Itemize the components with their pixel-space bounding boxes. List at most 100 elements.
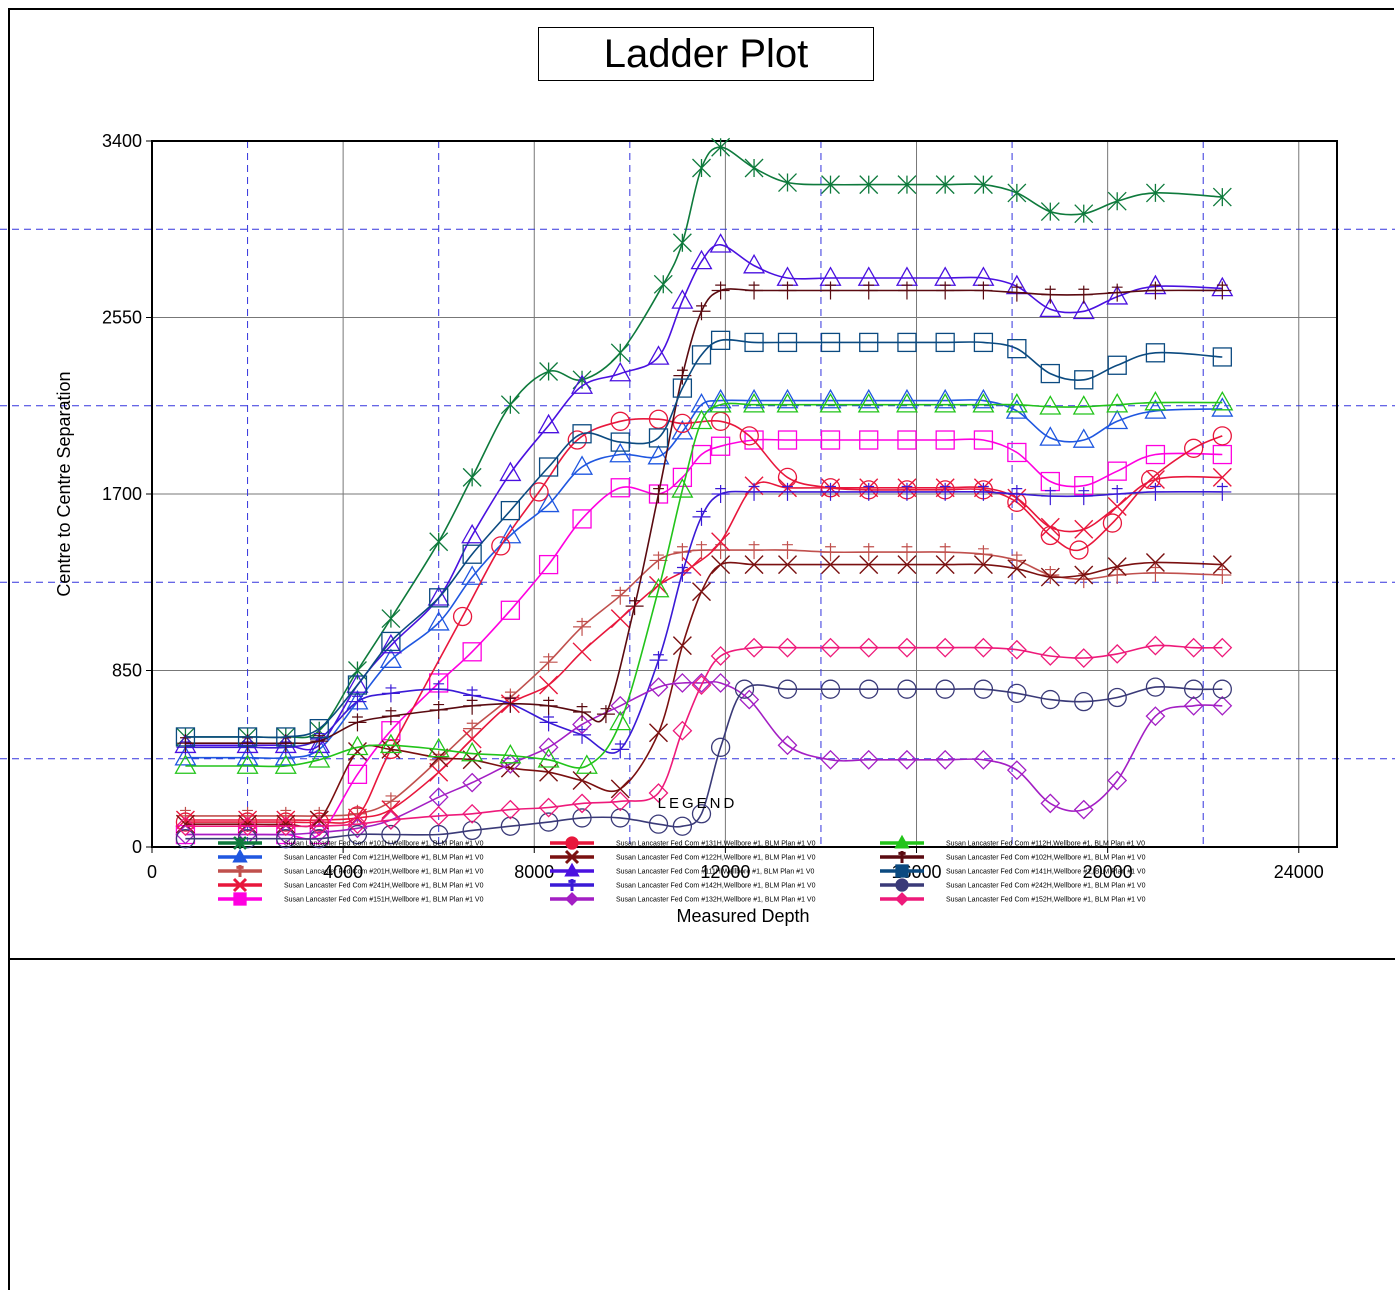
data-point-marker [1007, 551, 1026, 570]
data-point-marker [609, 361, 632, 382]
data-point-marker [1040, 689, 1060, 710]
data-point-marker [1212, 426, 1232, 446]
data-point-marker [745, 541, 764, 560]
data-point-marker [672, 636, 692, 656]
data-point-marker [175, 812, 196, 832]
data-point-marker [897, 749, 917, 770]
data-point-marker [1212, 695, 1233, 716]
data-point-marker [1005, 399, 1028, 419]
data-point-marker [1212, 444, 1232, 465]
data-point-marker [500, 395, 520, 415]
data-point-marker [462, 772, 483, 793]
series-5 [175, 430, 1232, 845]
ladder-plot-chart: 0 4000 8000 12000 16000 20000 24000 0 850 1700 255… [0, 131, 1395, 926]
data-point-marker [1040, 525, 1060, 546]
data-point-marker [743, 253, 766, 274]
x-tick-label: 4000 [323, 862, 363, 882]
data-point-marker [610, 478, 630, 498]
data-point-marker [936, 281, 955, 300]
data-point-marker [1072, 428, 1095, 448]
data-point-marker [610, 609, 630, 629]
data-point-marker [452, 606, 473, 627]
data-point-marker [308, 748, 331, 768]
data-point-marker [691, 673, 712, 693]
data-point-marker [1183, 695, 1204, 716]
data-point-marker [692, 582, 711, 602]
data-point-marker [175, 829, 196, 849]
data-point-marker [539, 653, 558, 672]
data-point-marker [538, 797, 559, 818]
data-point-marker [1212, 467, 1232, 487]
data-point-marker [973, 555, 993, 575]
data-point-marker [346, 735, 369, 756]
data-point-marker [539, 696, 558, 715]
data-point-marker [821, 281, 840, 300]
data-point-marker [973, 332, 994, 353]
data-point-marker [744, 430, 764, 450]
data-point-marker [859, 543, 878, 562]
data-point-marker [1106, 393, 1129, 413]
data-point-marker [1007, 683, 1027, 703]
data-point-marker [609, 710, 632, 731]
data-point-marker [821, 543, 840, 562]
data-point-marker [238, 814, 258, 834]
data-point-marker [462, 544, 482, 564]
data-point-marker [611, 586, 630, 605]
data-point-marker [897, 555, 917, 575]
y-tick-label: 1700 [102, 484, 142, 504]
data-point-marker [973, 637, 994, 658]
data-point-marker [897, 543, 916, 562]
series-7 [175, 553, 1232, 834]
data-point-marker [347, 814, 368, 835]
data-point-marker [1184, 679, 1204, 699]
data-point-marker [935, 749, 956, 770]
legend-title: LEGEND [657, 795, 738, 812]
data-point-marker [711, 555, 731, 575]
data-point-marker [745, 482, 764, 501]
data-point-marker [309, 816, 330, 837]
data-point-marker [1074, 570, 1093, 589]
data-point-marker [500, 500, 521, 521]
data-point-marker [647, 577, 670, 598]
data-point-marker [1006, 760, 1027, 781]
data-point-marker [237, 727, 258, 747]
data-point-marker [935, 175, 955, 195]
data-point-marker [859, 175, 879, 195]
data-point-marker [348, 692, 367, 711]
data-point-marker [820, 332, 841, 353]
data-point-marker [175, 814, 195, 834]
data-point-marker [1106, 285, 1129, 305]
data-point-marker [649, 551, 668, 570]
data-point-marker [739, 426, 759, 446]
data-point-marker [671, 289, 694, 309]
series-line [185, 475, 1223, 821]
data-point-marker [610, 695, 631, 716]
data-point-marker [1144, 390, 1167, 411]
data-point-marker [672, 413, 693, 434]
series-line [185, 684, 1223, 840]
data-point-marker [276, 829, 296, 849]
data-point-marker [379, 733, 402, 754]
data-point-marker [1212, 679, 1232, 699]
data-point-marker [1039, 395, 1062, 415]
data-point-marker [1106, 409, 1129, 430]
data-point-marker [1145, 677, 1166, 697]
data-point-marker [309, 718, 329, 739]
data-point-marker [1040, 363, 1060, 384]
data-point-marker [499, 743, 522, 764]
data-point-marker [379, 633, 402, 654]
data-point-marker [1145, 706, 1166, 727]
data-point-marker [648, 428, 669, 448]
data-point-marker [1007, 485, 1026, 503]
data-point-marker [539, 713, 558, 732]
series-15 [175, 635, 1233, 837]
data-point-marker [820, 749, 841, 770]
x-tick-label: 24000 [1274, 862, 1324, 882]
x-axis-label: Measured Depth [676, 906, 809, 926]
data-point-marker [672, 378, 693, 398]
data-point-marker [463, 719, 482, 738]
data-point-marker [974, 482, 993, 501]
data-point-marker [821, 482, 840, 501]
data-point-marker [777, 735, 798, 756]
y-tick-label: 3400 [102, 131, 142, 151]
